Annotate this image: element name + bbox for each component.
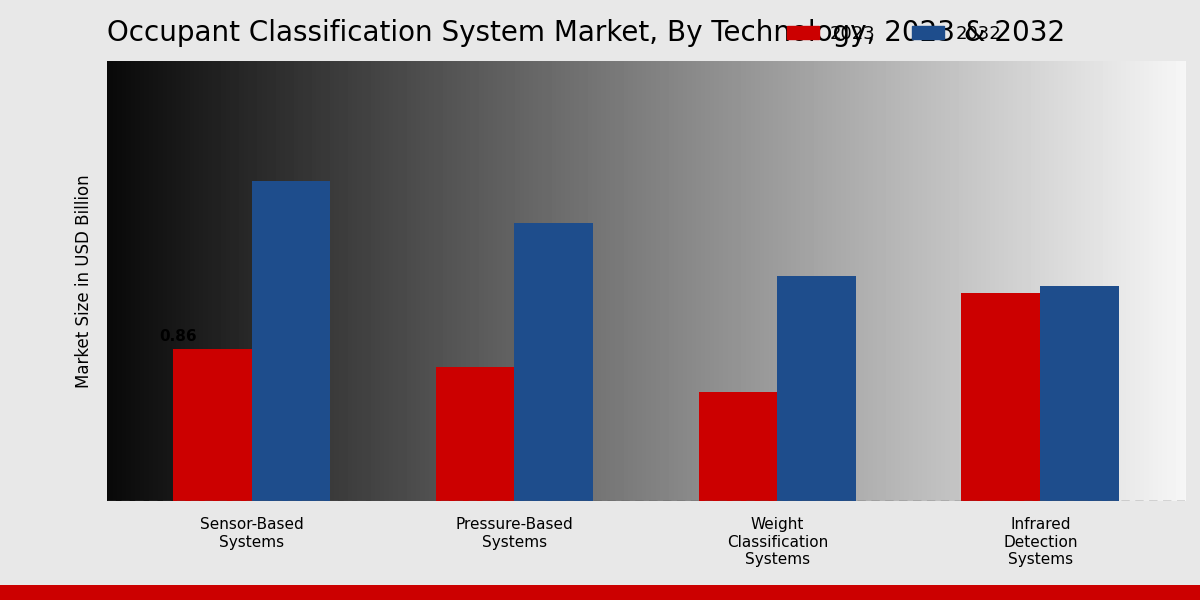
Bar xyxy=(436,367,515,500)
Bar xyxy=(698,392,778,500)
Y-axis label: Market Size in USD Billion: Market Size in USD Billion xyxy=(74,174,94,388)
Bar xyxy=(515,223,593,500)
Bar xyxy=(252,181,330,500)
Bar xyxy=(173,349,252,500)
Bar xyxy=(961,293,1040,500)
Text: 0.86: 0.86 xyxy=(160,329,197,344)
Legend: 2023, 2032: 2023, 2032 xyxy=(780,18,1008,50)
Text: Occupant Classification System Market, By Technology, 2023 & 2032: Occupant Classification System Market, B… xyxy=(107,19,1066,47)
Bar xyxy=(778,276,857,500)
Bar xyxy=(1040,286,1120,500)
